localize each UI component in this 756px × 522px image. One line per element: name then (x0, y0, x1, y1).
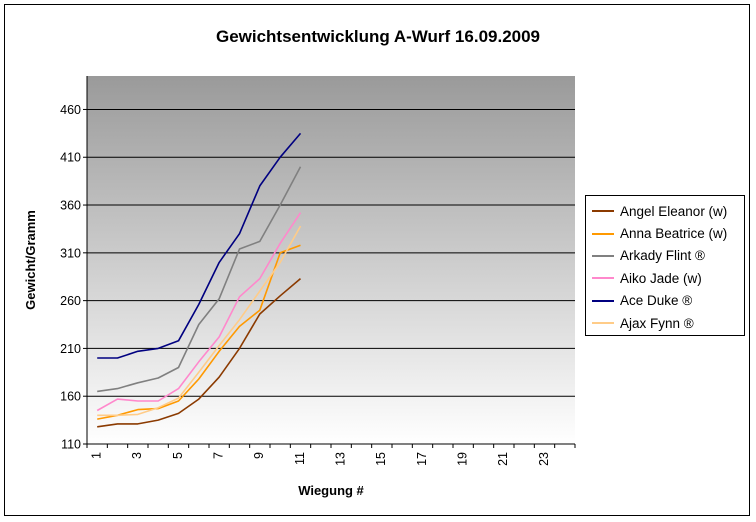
series-line (97, 277, 302, 428)
legend-swatch (592, 254, 614, 257)
legend-swatch (592, 210, 614, 213)
x-tick-label: 1 (89, 452, 103, 459)
legend-item: Ajax Fynn ® (592, 312, 744, 334)
legend-label: Aiko Jade (w) (620, 270, 702, 286)
y-axis-label: Gewicht/Gramm (23, 210, 38, 310)
series-line (97, 166, 302, 393)
x-tick-label: 5 (171, 452, 185, 459)
x-axis-label: Wiegung # (298, 483, 364, 498)
x-tick-label: 23 (537, 452, 551, 466)
y-tick-label: 210 (60, 342, 81, 356)
y-tick-label: 310 (60, 246, 81, 260)
series-lines (96, 132, 302, 428)
plot-area (87, 76, 575, 444)
y-tick-label: 410 (60, 151, 81, 165)
x-tick-label: 17 (415, 452, 429, 466)
legend-label: Arkady Flint ® (620, 248, 705, 264)
x-tick-label: 3 (130, 452, 144, 459)
legend-swatch (592, 232, 614, 235)
x-tick-label: 15 (374, 452, 388, 466)
legend-item: Arkady Flint ® (592, 245, 744, 267)
x-tick-label: 21 (496, 452, 510, 466)
x-tick-label: 11 (293, 452, 307, 465)
legend-item: Ace Duke ® (592, 290, 744, 312)
legend-item: Aiko Jade (w) (592, 267, 744, 289)
x-tick-label: 9 (252, 452, 266, 459)
legend-swatch (592, 277, 614, 280)
legend-label: Ajax Fynn ® (620, 315, 694, 331)
y-tick-label: 260 (60, 294, 81, 308)
x-tick-label: 19 (455, 452, 469, 466)
chart-title: Gewichtsentwicklung A-Wurf 16.09.2009 (215, 27, 541, 46)
legend-swatch (592, 299, 614, 302)
y-tick-label: 360 (60, 199, 81, 213)
x-tick-label: 7 (211, 452, 225, 459)
legend-item: Angel Eleanor (w) (592, 200, 744, 222)
x-tick-label: 13 (333, 452, 347, 466)
legend-label: Angel Eleanor (w) (620, 203, 728, 219)
legend-label: Ace Duke ® (620, 293, 693, 309)
series-line (97, 132, 302, 359)
series-line (97, 244, 301, 420)
legend-swatch (592, 322, 614, 325)
legend-label: Anna Beatrice (w) (620, 226, 728, 242)
gridlines (87, 108, 575, 397)
y-tick-label: 110 (61, 438, 81, 452)
legend: Angel Eleanor (w) Anna Beatrice (w) Arkady… (585, 195, 745, 336)
legend-item: Anna Beatrice (w) (592, 222, 744, 244)
y-tick-label: 460 (60, 103, 81, 117)
y-tick-label: 160 (60, 390, 81, 404)
series-line (96, 212, 302, 412)
series-line (97, 225, 302, 417)
